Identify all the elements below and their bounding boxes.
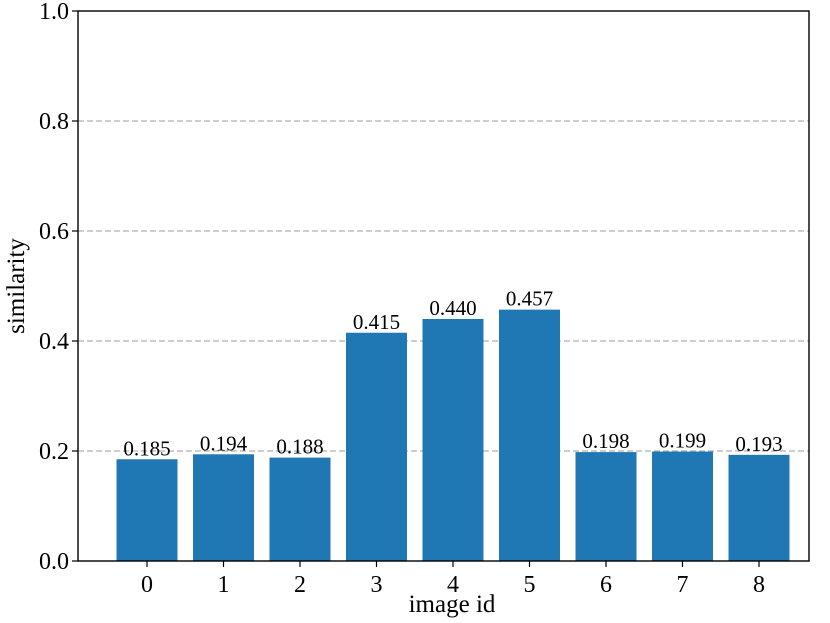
bar: [422, 319, 484, 561]
bar: [575, 452, 637, 561]
x-tick-label: 8: [753, 572, 765, 598]
bar-value-label: 0.188: [276, 435, 323, 459]
x-axis-label: image id: [409, 591, 496, 618]
y-tick-label: 0.8: [39, 109, 69, 135]
x-axis-ticks: 0 1 2 3 4 5 6 7 8: [141, 561, 765, 598]
y-tick-label: 1.0: [39, 0, 69, 25]
bars: [116, 309, 790, 561]
bar: [269, 457, 331, 561]
bar: [652, 451, 713, 561]
bar-value-label: 0.415: [353, 310, 400, 334]
x-tick-label: 0: [141, 572, 153, 598]
bar-value-label: 0.198: [582, 429, 629, 453]
y-tick-label: 0.6: [39, 219, 69, 245]
bar-value-label: 0.185: [123, 436, 170, 460]
x-tick-label: 1: [218, 572, 230, 598]
bar-value-label: 0.194: [200, 431, 248, 455]
x-tick-label: 6: [600, 572, 612, 598]
bar: [193, 454, 254, 561]
x-tick-label: 3: [371, 572, 383, 598]
x-tick-label: 2: [294, 572, 306, 598]
bar: [116, 459, 178, 561]
x-tick-label: 5: [524, 572, 536, 598]
bar-value-label: 0.193: [735, 432, 782, 456]
x-tick-label: 4: [447, 572, 459, 598]
bar-value-label: 0.199: [659, 429, 706, 453]
bar-value-labels: 0.185 0.194 0.188 0.415 0.440 0.457 0.198 0.199…: [123, 287, 782, 461]
bar: [728, 454, 790, 561]
bar: [346, 332, 407, 561]
plot-frame: [77, 10, 810, 562]
y-axis-ticks: 0.0 0.2 0.4 0.6 0.8 1.0: [39, 0, 78, 575]
y-tick-label: 0.2: [39, 439, 69, 465]
y-tick-label: 0.4: [39, 329, 69, 355]
bar: [499, 309, 560, 561]
y-tick-label: 0.0: [39, 549, 69, 575]
bar-value-label: 0.440: [429, 296, 476, 320]
x-tick-label: 7: [677, 572, 689, 598]
y-axis-label: similarity: [3, 238, 30, 334]
bar-value-label: 0.457: [506, 287, 553, 311]
